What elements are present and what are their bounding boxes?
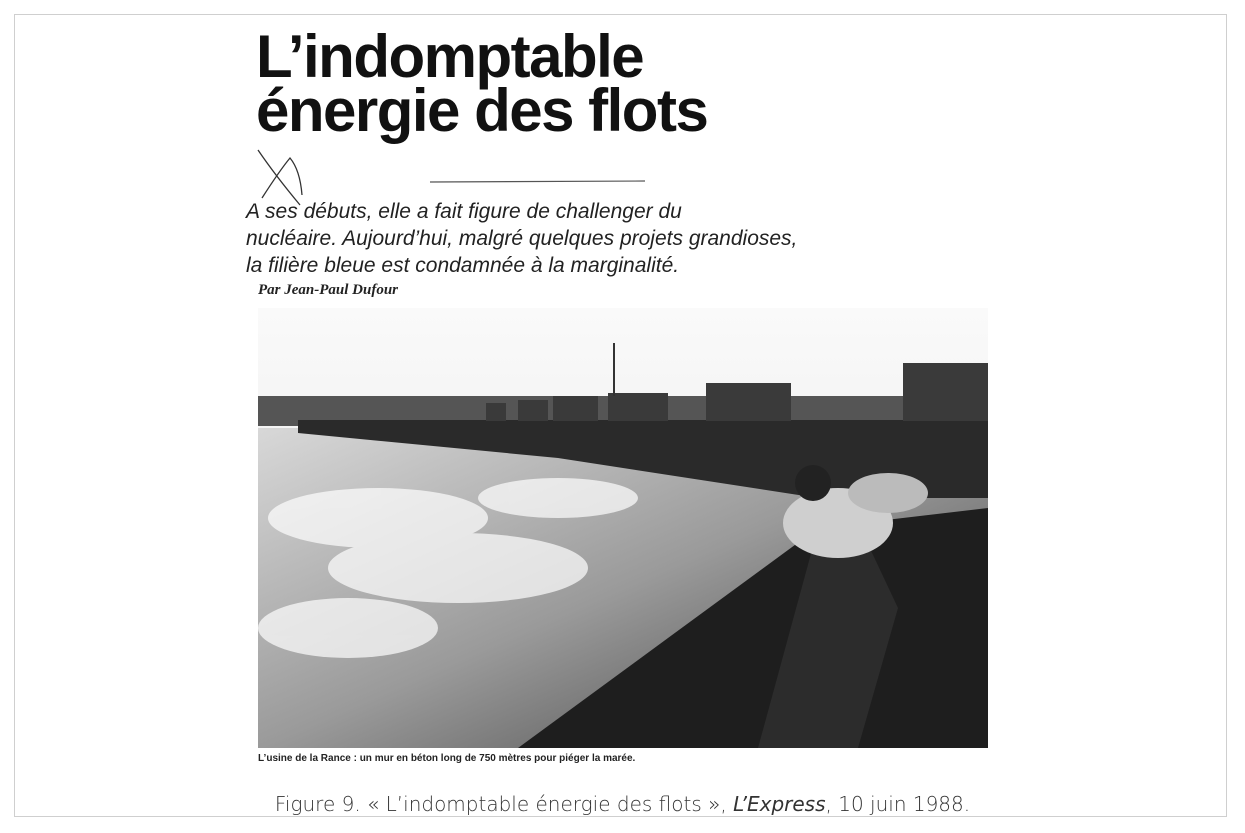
caption-text: , 10 juin 1988.: [825, 792, 971, 816]
caption-text: Figure 9. « L’indomptable énergie des fl…: [274, 792, 734, 816]
figure-caption: Figure 9. « L’indomptable énergie des fl…: [0, 792, 1245, 816]
article-lead: A ses débuts, elle a fait figure de chal…: [246, 198, 797, 279]
lead-line: A ses débuts, elle a fait figure de chal…: [246, 200, 682, 223]
article-title: L’indomptable énergie des flots: [256, 23, 709, 144]
caption-source: L’Express: [733, 792, 826, 816]
lead-line: la filière bleue est condamnée à la marg…: [246, 254, 680, 277]
title-line: énergie des flots: [256, 77, 709, 144]
photo-caption: L’usine de la Rance : un mur en béton lo…: [258, 753, 636, 764]
figure-frame: [14, 14, 1227, 817]
title-line: L’indomptable: [256, 23, 645, 90]
byline: Par Jean-Paul Dufour: [258, 282, 399, 298]
pen-mark: [257, 149, 303, 206]
photo: [258, 308, 988, 748]
separator-line: [429, 180, 646, 183]
lead-line: nucléaire. Aujourd’hui, malgré quelques …: [246, 227, 798, 250]
